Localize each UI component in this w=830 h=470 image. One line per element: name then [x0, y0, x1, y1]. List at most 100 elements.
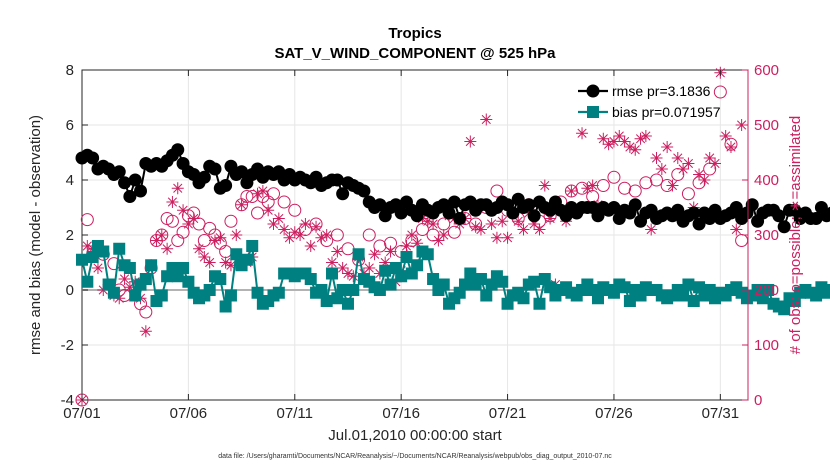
assimilated-obs-point: [597, 132, 610, 145]
assimilated-obs-point: [730, 223, 743, 236]
x-axis-label: Jul.01,2010 00:00:00 start: [328, 427, 502, 444]
assimilated-obs-point: [405, 229, 418, 241]
assimilated-obs-point: [198, 251, 211, 263]
series-layer: [75, 66, 830, 407]
chart-subtitle: SAT_V_WIND_COMPONENT @ 525 hPa: [274, 45, 556, 62]
rmse-point: [410, 209, 424, 223]
possible-obs-point: [176, 225, 190, 239]
bias-point: [182, 275, 195, 288]
y2-tick-label: 300: [754, 227, 779, 244]
legend: rmse pr=3.1836 bias pr=0.071957: [578, 83, 721, 120]
bias-point: [203, 284, 216, 296]
possible-obs-point: [681, 187, 695, 201]
bias-point: [315, 284, 328, 296]
assimilated-obs-point: [693, 168, 706, 181]
assimilated-obs-point: [655, 163, 668, 175]
assimilated-obs-point: [219, 256, 232, 269]
rmse-point: [628, 198, 642, 212]
assimilated-obs-point: [182, 218, 195, 230]
assimilated-obs-point: [267, 218, 280, 230]
data-file-footnote: data file: /Users/gharamti/Documents/NCA…: [218, 453, 612, 460]
bias-point: [304, 273, 317, 285]
possible-obs-point: [203, 221, 217, 235]
assimilated-obs-point: [193, 242, 206, 255]
rmse-point: [197, 170, 211, 184]
assimilated-obs-point: [251, 187, 264, 200]
bias-point: [480, 289, 493, 302]
assimilated-obs-point: [496, 215, 509, 228]
y-tick-label: 4: [66, 172, 74, 189]
assimilated-obs-point: [214, 231, 227, 244]
assimilated-obs-point: [682, 157, 695, 170]
bias-point: [762, 284, 775, 296]
bias-point: [251, 286, 264, 299]
rmse-point: [447, 195, 461, 209]
bias-point: [373, 284, 386, 296]
axes-layer: 07/01 07/06 07/11 07/16 07/21 07/26 07/31 -4 -2 0…: [61, 62, 779, 422]
assimilated-obs-point: [719, 130, 732, 142]
possible-obs-point: [607, 170, 621, 184]
y-tick-label: -2: [61, 337, 74, 354]
y-tick-label: 2: [66, 227, 74, 244]
bias-point: [427, 273, 440, 285]
assimilated-obs-point: [118, 273, 131, 285]
assimilated-obs-point: [602, 138, 615, 151]
rmse-point: [336, 187, 350, 201]
assimilated-obs-point: [208, 234, 221, 247]
assimilated-obs-point: [666, 179, 679, 192]
y2-axis-label: # of obs: o=possible; ∗=assimilated: [787, 116, 804, 355]
bias-point: [517, 292, 530, 305]
assimilated-obs-point: [613, 130, 626, 142]
bias-point: [682, 278, 695, 291]
bias-point: [326, 267, 339, 280]
legend-bias-marker: [587, 106, 599, 118]
assimilated-obs-point: [538, 179, 551, 192]
chart-title: Tropics: [388, 25, 441, 42]
assimilated-obs-point: [81, 240, 94, 252]
y-tick-label: 8: [66, 62, 74, 79]
assimilated-obs-point: [427, 218, 440, 230]
y2-tick-label: 500: [754, 117, 779, 134]
assimilated-obs-point: [533, 223, 546, 236]
assimilated-obs-point: [150, 234, 163, 247]
rmse-point: [522, 198, 536, 212]
assimilated-obs-point: [512, 215, 525, 228]
rmse-point: [777, 220, 791, 234]
possible-obs-point: [224, 214, 238, 228]
possible-obs-point: [618, 181, 632, 195]
rmse-point: [118, 176, 132, 190]
assimilated-obs-point: [661, 141, 674, 153]
rmse-point: [729, 201, 743, 214]
bias-point: [145, 259, 158, 272]
assimilated-obs-point: [256, 185, 269, 197]
assimilated-obs-point: [677, 163, 690, 175]
bias-point: [272, 286, 285, 299]
assimilated-obs-point: [315, 231, 328, 244]
rmse-point: [692, 217, 706, 231]
rmse-point: [330, 173, 344, 187]
assimilated-obs-point: [565, 185, 578, 197]
assimilated-obs-point: [618, 135, 631, 148]
assimilated-obs-point: [586, 179, 599, 192]
bias-point: [107, 286, 120, 299]
y2-tick-label: 400: [754, 172, 779, 189]
bias-point: [437, 278, 450, 291]
possible-obs-point: [251, 206, 265, 220]
assimilated-obs-point: [379, 256, 392, 269]
bias-point: [411, 259, 424, 272]
bias-point: [379, 264, 392, 277]
possible-obs-point: [650, 173, 664, 187]
x-tick-label: 07/06: [170, 405, 208, 422]
bias-point: [826, 284, 830, 296]
assimilated-obs-point: [724, 141, 737, 153]
rmse-point: [171, 143, 185, 157]
assimilated-obs-point: [709, 157, 722, 170]
rmse-point: [809, 212, 823, 225]
assimilated-obs-point: [123, 281, 136, 294]
assimilated-obs-point: [421, 215, 434, 228]
rmse-point: [394, 206, 408, 220]
bias-point: [219, 300, 232, 313]
assimilated-obs-point: [490, 231, 503, 244]
y2-tick-label: 100: [754, 337, 779, 354]
